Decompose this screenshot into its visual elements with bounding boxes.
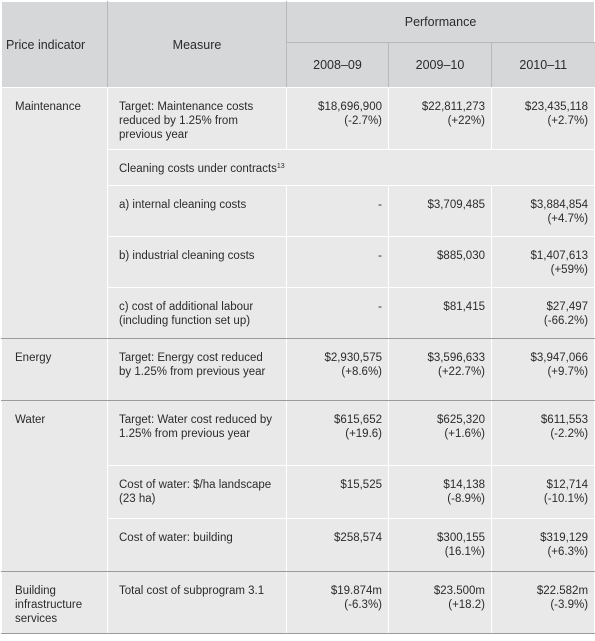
header-performance: Performance <box>285 1 595 43</box>
measure-cell: Target: Water cost reduced by 1.25% from… <box>107 400 287 466</box>
value-cell: $615,652 (+19.6) <box>286 400 389 466</box>
measure-cell: Cost of water: $/ha landscape (23 ha) <box>107 465 287 519</box>
value-cell: $300,155 (16.1%) <box>388 518 492 572</box>
value-cell: $3,947,066 (+9.7%) <box>490 338 595 401</box>
value-cell: $258,574 <box>286 518 389 572</box>
value-cell: $1,407,613 (+59%) <box>490 236 595 288</box>
value-cell: $3,709,485 <box>388 185 492 237</box>
value-cell: $22,811,273 (+22%) <box>388 87 492 150</box>
value-cell: $19.874m (-6.3%) <box>286 571 389 634</box>
value-cell: $18,696,900 (-2.7%) <box>286 87 389 150</box>
indicator-cell: Maintenance <box>1 87 108 339</box>
table-row: c) cost of additional labour (including … <box>2 287 595 339</box>
indicator-cell: Building infrastructure services <box>1 571 108 634</box>
header-year: 2010–11 <box>490 42 595 88</box>
table-row: b) industrial cleaning costs - $885,030 … <box>2 236 595 288</box>
value-cell: $625,320 (+1.6%) <box>388 400 492 466</box>
table-row: a) internal cleaning costs - $3,709,485 … <box>2 185 595 237</box>
value-cell: - <box>286 236 389 288</box>
value-cell: - <box>286 185 389 237</box>
header-price-indicator: Price indicator <box>1 1 108 88</box>
table-row: Water Target: Water cost reduced by 1.25… <box>1 400 595 572</box>
table-row: Maintenance Target: Maintenance costs re… <box>1 87 595 339</box>
indicator-cell: Energy <box>1 338 108 401</box>
value-cell: $14,138 (-8.9%) <box>388 465 492 519</box>
value-cell: $27,497 (-66.2%) <box>490 287 595 339</box>
measure-cell: Target: Energy cost reduced by 1.25% fro… <box>107 338 287 401</box>
value-cell: $22.582m (-3.9%) <box>490 571 595 634</box>
measure-cell: b) industrial cleaning costs <box>107 236 287 288</box>
measure-subheading: Cleaning costs under contracts13 <box>106 149 595 186</box>
measure-cell: Total cost of subprogram 3.1 <box>107 571 287 634</box>
header-year: 2008–09 <box>286 42 389 88</box>
value-cell: $15,525 <box>286 465 389 519</box>
value-cell: $885,030 <box>388 236 492 288</box>
value-cell: $319,129 (+6.3%) <box>490 518 595 572</box>
table-row: Building infrastructure services Total c… <box>1 571 595 634</box>
indicator-cell: Water <box>1 400 108 572</box>
header-year: 2009–10 <box>388 42 492 88</box>
value-cell: $3,596,633 (+22.7%) <box>388 338 492 401</box>
measure-cell: c) cost of additional labour (including … <box>107 287 287 339</box>
value-cell: $81,415 <box>388 287 492 339</box>
value-cell: $611,553 (-2.2%) <box>490 400 595 466</box>
measure-cell: a) internal cleaning costs <box>107 185 287 237</box>
value-cell: $23.500m (+18.2) <box>388 571 492 634</box>
value-cell: $3,884,854 (+4.7%) <box>490 185 595 237</box>
value-cell: - <box>286 287 389 339</box>
measure-cell: Cost of water: building <box>107 518 287 572</box>
table-row: Energy Target: Energy cost reduced by 1.… <box>1 338 595 401</box>
value-cell: $23,435,118 (+2.7%) <box>490 87 595 150</box>
header-measure: Measure <box>107 1 287 88</box>
table-row: Cleaning costs under contracts13 <box>2 149 595 186</box>
table-row: Cost of water: building $258,574 $300,15… <box>2 518 595 572</box>
value-cell: $12,714 (-10.1%) <box>490 465 595 519</box>
measure-cell: Target: Maintenance costs reduced by 1.2… <box>107 87 287 150</box>
value-cell: $2,930,575 (+8.6%) <box>286 338 389 401</box>
